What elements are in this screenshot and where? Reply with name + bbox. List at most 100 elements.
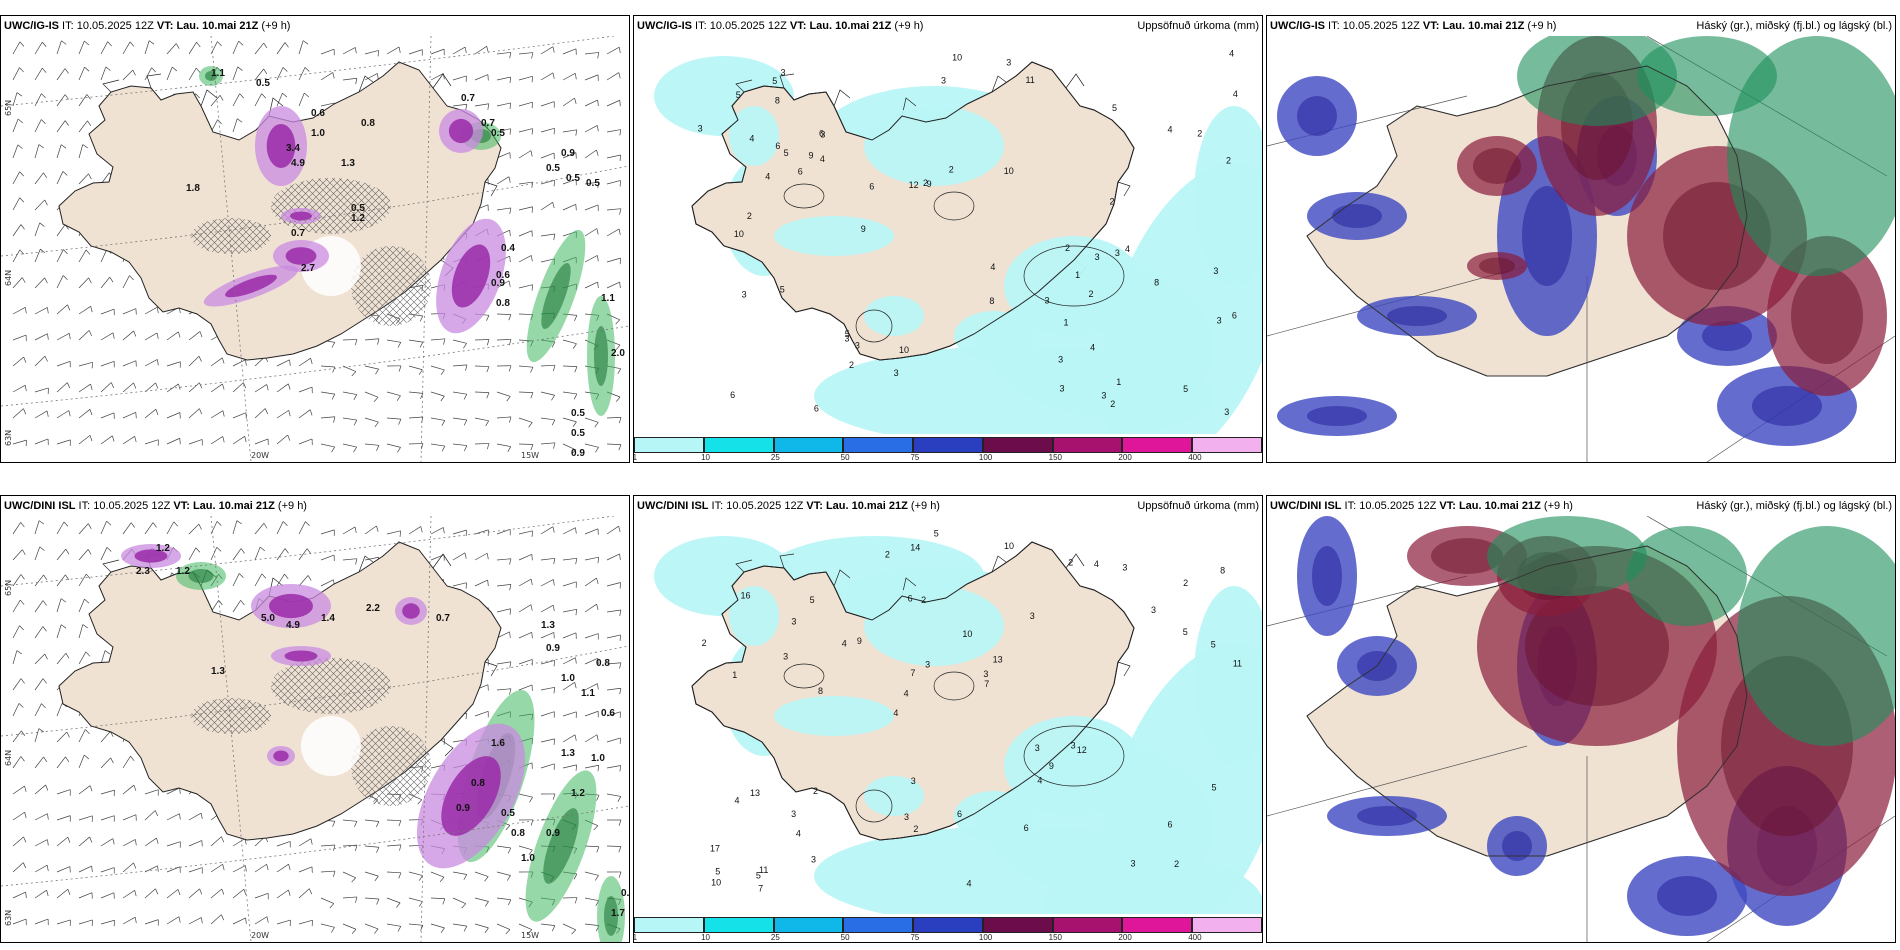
colorbar-tick: 200: [1118, 453, 1132, 462]
colorbar-tick: 10: [701, 933, 710, 942]
accumulation-label: 5: [715, 867, 720, 877]
valid-time-label: VT:: [1419, 20, 1443, 32]
accumulation-label: 4: [765, 172, 770, 182]
accumulation-label: 3: [1071, 741, 1076, 751]
glacier-contours: [783, 183, 1125, 343]
colorbar-swatch: [703, 437, 774, 453]
panel-wind-precip-ig: UWC/IG-IS IT: 10.05.2025 12Z VT: Lau. 10…: [0, 15, 630, 463]
init-time-label: IT:: [1341, 500, 1360, 512]
colorbar-tick: 100: [978, 453, 993, 462]
valid-time-label: VT:: [803, 500, 826, 512]
precip-value-label: 0.9: [571, 448, 585, 459]
latitude-label: 65N: [4, 580, 13, 596]
precip-value-label: 1.3: [561, 748, 575, 759]
colorbar-swatch: [1122, 437, 1193, 453]
accumulation-label: 6: [1168, 820, 1173, 830]
valid-time-label: VT:: [153, 20, 177, 32]
accumulation-label: 4: [904, 688, 909, 698]
accumulation-label: 5: [934, 529, 939, 539]
precip-value-label: 0.9: [456, 803, 470, 814]
accumulation-label: 3: [845, 334, 850, 344]
precip-value-label: 0.5: [566, 173, 580, 184]
accumulation-label: 16: [740, 591, 750, 601]
accumulation-label: 3: [791, 617, 796, 627]
colorbar-tick: 400: [1188, 933, 1202, 942]
accumulation-label: 3: [1115, 248, 1120, 258]
accumulation-label: 2: [1197, 128, 1202, 138]
accumulation-label: 4: [842, 639, 847, 649]
accumulation-label: 3: [811, 854, 816, 864]
lead-time: (+9 h): [891, 20, 924, 32]
accumulation-label: 2: [1226, 156, 1231, 166]
accumulation-label: 4: [735, 796, 740, 806]
colorbar-tick: 50: [840, 453, 850, 462]
accumulation-label: 3: [1030, 611, 1035, 621]
precip-value-label: 1.7: [611, 908, 625, 919]
colorbar-tick: 150: [1048, 453, 1063, 462]
precip-value-label: 1.3: [541, 620, 555, 631]
colorbar-tick: 10: [701, 453, 710, 462]
latitude-label: 64N: [4, 750, 13, 766]
precip-value-label: 0.9: [621, 888, 629, 899]
precip-value-label: 0.7: [481, 118, 495, 129]
cloud-layers: [1277, 36, 1895, 446]
accumulation-label: 3: [855, 340, 860, 350]
panel-header: UWC/DINI ISL IT: 10.05.2025 12Z VT: Lau.…: [1267, 496, 1895, 516]
accumulation-label: 4: [820, 154, 825, 164]
value-labels: 1.10.50.70.61.00.8 0.70.51.30.50.90.50.5 0…: [186, 68, 625, 459]
accumulation-label: 3: [894, 368, 899, 378]
colorbar-swatch: [634, 437, 704, 453]
precip-value-label: 0.8: [596, 658, 610, 669]
precip-value-label: 1.6: [491, 738, 505, 749]
init-time: 10.05.2025 12Z: [76, 20, 154, 32]
model-name: UWC/DINI ISL: [1270, 500, 1342, 512]
panel-header: UWC/IG-IS IT: 10.05.2025 12Z VT: Lau. 10…: [1, 16, 629, 36]
accumulation-label: 3: [780, 67, 785, 77]
accumulation-label: 2: [1110, 399, 1115, 409]
accumulation-label: 3: [983, 669, 988, 679]
init-time: 10.05.2025 12Z: [709, 20, 787, 32]
accumulation-label: 2: [913, 824, 918, 834]
colorbar-swatch: [982, 437, 1053, 453]
precip-value-label: 0.5: [586, 178, 600, 189]
init-time-label: IT:: [59, 20, 77, 32]
precip-value-label: 0.7: [436, 613, 450, 624]
accumulation-label: 11: [759, 865, 768, 875]
precip-value-label: 0.9: [561, 148, 575, 159]
precip-value-label: 0.8: [471, 778, 485, 789]
accumulation-label: 1: [732, 670, 737, 680]
accumulation-label: 5: [845, 329, 850, 339]
precipitation-field: [199, 66, 615, 416]
colorbar-tick: 1: [633, 453, 638, 462]
latitude-label: 64N: [4, 270, 13, 286]
accumulation-labels: 2124311610139174213121614113543752236344…: [702, 529, 1242, 894]
model-name: UWC/DINI ISL: [637, 500, 709, 512]
accumulation-label: 3: [1101, 391, 1106, 401]
latitude-label: 63N: [4, 430, 13, 446]
colorbar-tick: 25: [770, 453, 780, 462]
precip-value-label: 1.2: [571, 788, 585, 799]
panel-accum-precip-dini: UWC/DINI ISL IT: 10.05.2025 12Z VT: Lau.…: [633, 495, 1263, 943]
accumulation-label: 2: [1088, 289, 1093, 299]
colorbar-swatch: [843, 917, 914, 933]
precip-value-label: 2.7: [301, 263, 315, 274]
valid-time: Lau. 10.mai 21Z: [825, 500, 908, 512]
accumulation-label: 1: [1116, 377, 1121, 387]
colorbar-swatch: [773, 437, 844, 453]
accumulation-label: 6: [775, 141, 780, 151]
accumulation-label: 6: [1232, 311, 1237, 321]
accumulation-label: 11: [1025, 75, 1034, 85]
accumulation-label: 3: [1045, 296, 1050, 306]
precipitation-field: [121, 544, 625, 942]
lead-time: (+9 h): [258, 20, 291, 32]
panel-header: UWC/DINI ISL IT: 10.05.2025 12Z VT: Lau.…: [634, 496, 1262, 516]
accumulation-label: 3: [820, 129, 825, 139]
precip-colorbar: 1 10 25 50 75 100 150 200 400: [634, 914, 1262, 942]
init-time-label: IT:: [1325, 20, 1343, 32]
accumulation-label: 3: [1213, 266, 1218, 276]
graticule: 65N 64N 63N 20W 15W: [1, 516, 629, 942]
precip-value-label: 0.9: [546, 828, 560, 839]
accumulation-label: 3: [1217, 316, 1222, 326]
